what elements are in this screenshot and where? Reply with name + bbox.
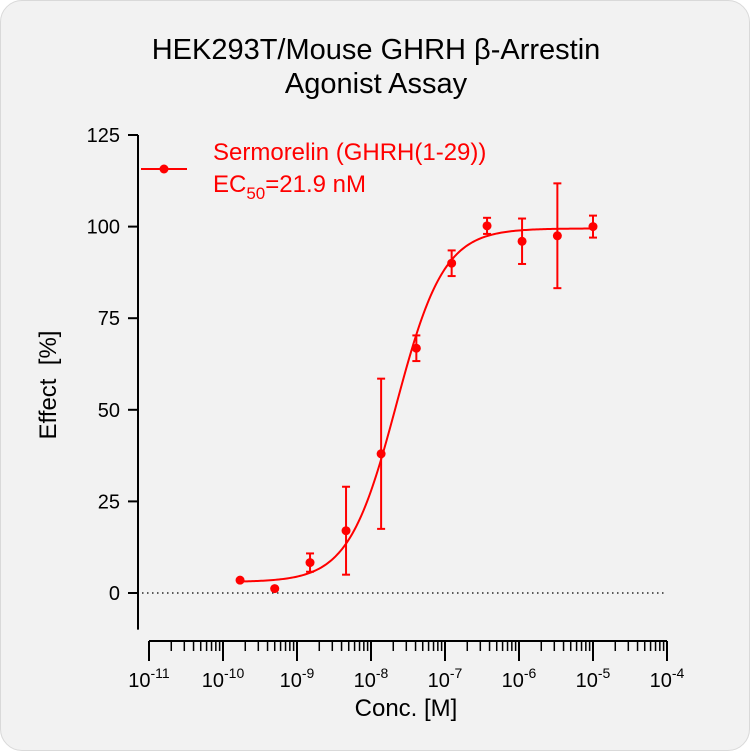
- x-tick-label: 10-9: [280, 665, 315, 692]
- x-tick-label: 10-5: [576, 665, 611, 692]
- chart-title: HEK293T/Mouse GHRH β-Arrestin: [151, 34, 601, 66]
- x-tick-base: 10: [128, 670, 150, 692]
- x-tick-exponent: -7: [450, 665, 463, 681]
- x-tick-base: 10: [354, 670, 376, 692]
- data-point: [235, 575, 245, 585]
- y-tick-label: 50: [98, 400, 120, 422]
- x-tick-base: 10: [280, 670, 302, 692]
- data-point: [482, 221, 492, 231]
- legend-marker: [159, 164, 169, 174]
- data-point: [376, 449, 386, 459]
- x-tick-base: 10: [502, 670, 524, 692]
- x-tick-label: 10-6: [502, 665, 537, 692]
- y-tick-label: 0: [109, 583, 120, 605]
- x-tick-exponent: -11: [151, 665, 170, 681]
- x-tick-exponent: -8: [376, 665, 389, 681]
- y-tick-label: 75: [98, 308, 120, 330]
- x-tick-exponent: -4: [672, 665, 685, 681]
- ec50-value: =21.9 nM: [265, 171, 366, 198]
- data-point: [552, 231, 562, 241]
- x-tick-label: 10-11: [128, 665, 170, 692]
- data-point: [447, 258, 457, 268]
- data-points: [235, 182, 598, 594]
- data-point: [588, 222, 598, 232]
- x-tick-base: 10: [202, 670, 224, 692]
- y-tick-label: 125: [87, 125, 120, 147]
- data-point: [270, 584, 280, 594]
- legend-label: Sermorelin (GHRH(1-29)): [213, 139, 486, 166]
- axes: [137, 135, 667, 642]
- x-tick-label: 10-10: [202, 665, 245, 692]
- y-tick-label: 25: [98, 491, 120, 513]
- x-tick-exponent: -9: [302, 665, 315, 681]
- data-point: [341, 526, 351, 536]
- data-point: [305, 558, 315, 568]
- data-point: [517, 236, 527, 246]
- chart-subtitle: Agonist Assay: [284, 68, 468, 100]
- x-tick-base: 10: [576, 670, 598, 692]
- x-tick-exponent: -6: [524, 665, 537, 681]
- x-tick-exponent: -5: [598, 665, 611, 681]
- x-tick-label: 10-7: [428, 665, 463, 692]
- ec50-annotation: EC50=21.9 nM: [213, 171, 366, 203]
- ec50-subscript: 50: [246, 184, 265, 203]
- x-tick-base: 10: [650, 670, 672, 692]
- x-tick-base: 10: [428, 670, 450, 692]
- legend: Sermorelin (GHRH(1-29)) EC50=21.9 nM: [141, 139, 486, 203]
- x-tick-label: 10-4: [650, 665, 685, 692]
- fit-curve: [240, 227, 594, 583]
- ec50-prefix: EC: [213, 171, 246, 198]
- y-axis-label: Effect [%]: [35, 331, 62, 440]
- x-tick-label: 10-8: [354, 665, 389, 692]
- x-tick-exponent: -10: [224, 665, 244, 681]
- x-axis-label: Conc. [M]: [355, 695, 458, 722]
- y-tick-label: 100: [87, 217, 120, 239]
- data-point: [411, 343, 421, 353]
